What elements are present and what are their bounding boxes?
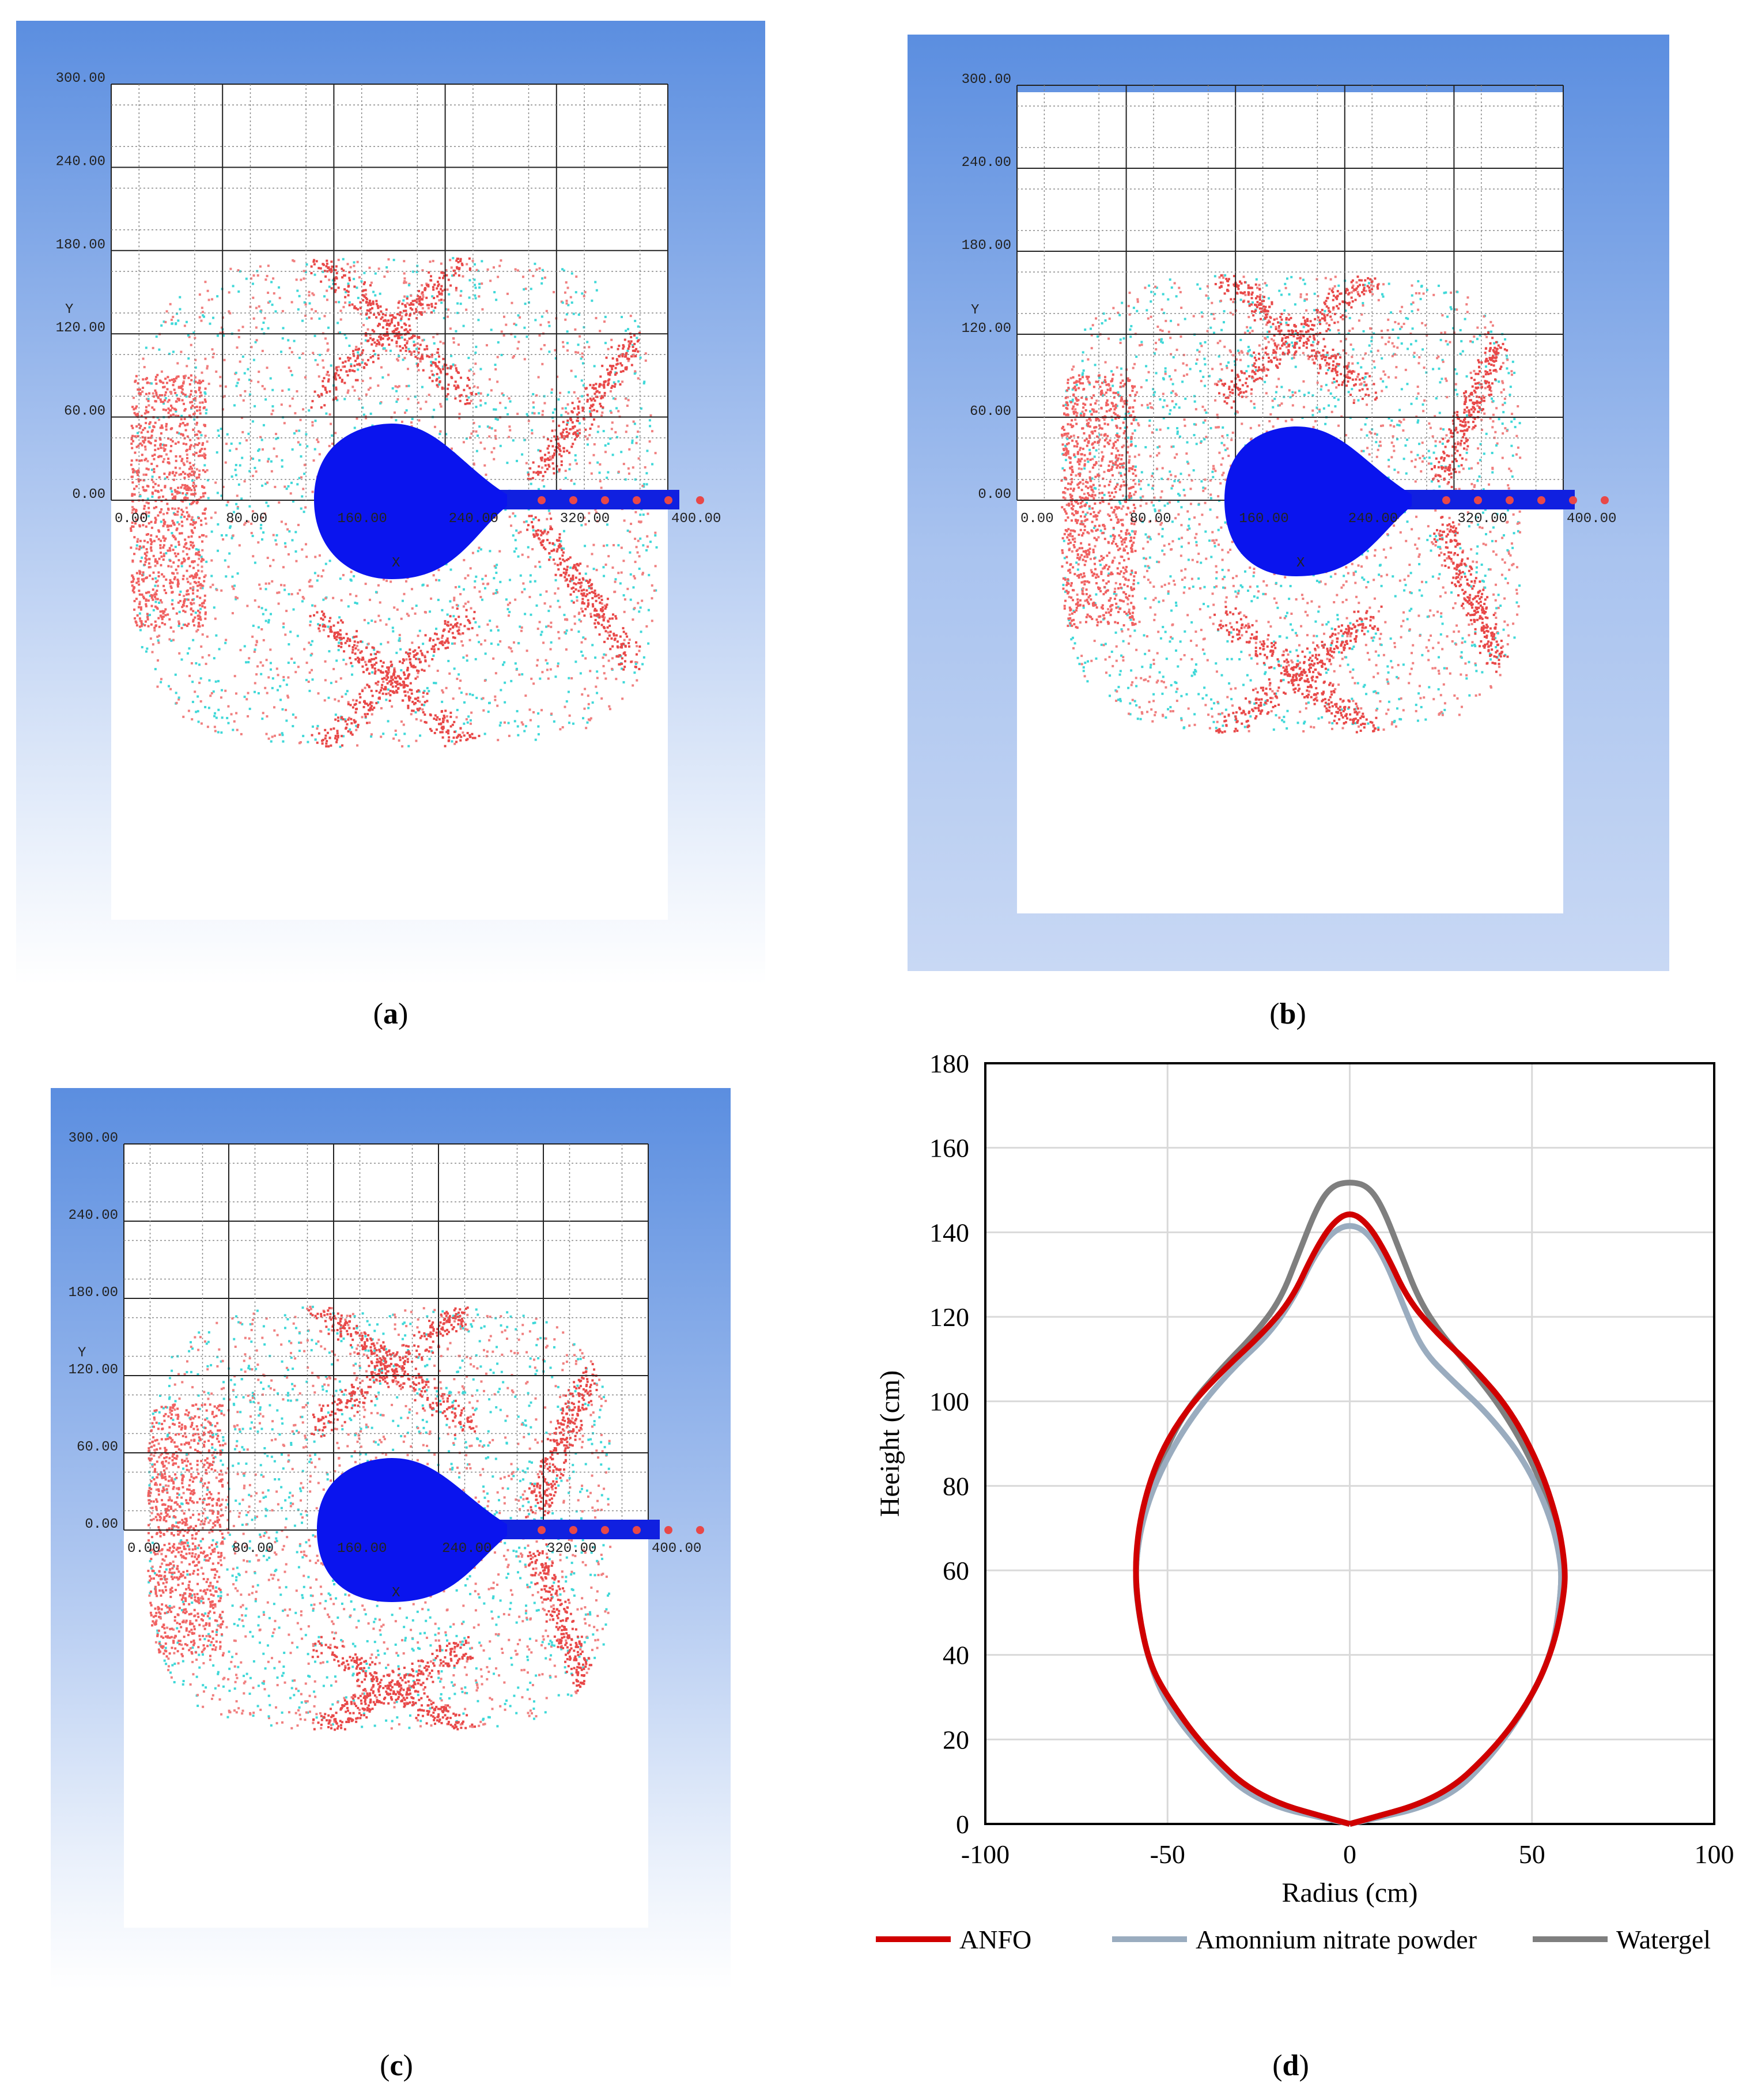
sim-xtick-a: 160.00 xyxy=(337,511,387,527)
y-tick-label: 80 xyxy=(943,1471,969,1501)
sim-ylabel-c: Y xyxy=(78,1346,86,1361)
damage-zone-b xyxy=(1060,274,1522,734)
sim-panel-b: 300.00 240.00 180.00 120.00 60.00 0.00 0.00 80.… xyxy=(962,72,1616,734)
legend-label: Amonnium nitrate powder xyxy=(1196,1925,1477,1954)
sim-ytick-c: 60.00 xyxy=(77,1440,118,1455)
sim-xtick-a: 0.00 xyxy=(115,511,148,527)
y-tick-label: 0 xyxy=(956,1810,969,1839)
series-line-watergel xyxy=(1133,1180,1564,1827)
sim-ytick-a: 240.00 xyxy=(56,154,105,169)
y-tick-label: 160 xyxy=(929,1134,969,1163)
sim-ytick-c: 120.00 xyxy=(69,1362,118,1378)
y-axis-label: Heeight (cm) xyxy=(875,1370,905,1517)
sim-ytick-a: 60.00 xyxy=(64,404,105,420)
sim-grid-a xyxy=(111,84,668,501)
sim-xtick-b: 80.00 xyxy=(1130,511,1171,527)
sim-xtick-b: 0.00 xyxy=(1020,511,1054,527)
sim-ytick-a: 300.00 xyxy=(56,71,105,86)
damage-zone-a xyxy=(130,256,659,748)
sim-ytick-b: 60.00 xyxy=(970,404,1011,420)
series-line-anfo xyxy=(1133,1211,1568,1827)
sim-xtick-a: 400.00 xyxy=(671,511,721,527)
nozzle-strip-a xyxy=(496,490,679,509)
nozzle-strip-c xyxy=(496,1520,660,1539)
cavity-blob-b xyxy=(1224,426,1412,576)
sim-ytick-b: 180.00 xyxy=(962,238,1011,254)
sim-xtick-c: 0.00 xyxy=(127,1541,161,1557)
sim-xtick-a: 80.00 xyxy=(226,511,267,527)
panel-label-c: (c) xyxy=(380,2049,413,2082)
sim-ytick-b: 120.00 xyxy=(962,321,1011,337)
panel-label-a: (a) xyxy=(373,998,409,1030)
y-tick-label: 40 xyxy=(943,1641,969,1670)
sim-ytick-b: 240.00 xyxy=(962,155,1011,171)
sim-xtick-b: 160.00 xyxy=(1239,511,1288,527)
cavity-blob-a xyxy=(314,424,507,579)
damage-zone-c xyxy=(147,1305,612,1731)
nozzle-strip-b xyxy=(1400,490,1575,509)
sim-ytick-a: 120.00 xyxy=(56,320,105,336)
x-tick-label: 100 xyxy=(1695,1840,1734,1869)
x-tick-label: -50 xyxy=(1150,1840,1185,1869)
sim-xtick-b: 240.00 xyxy=(1348,511,1398,527)
cavity-blob-c xyxy=(317,1458,507,1602)
y-tick-label: 120 xyxy=(929,1302,969,1332)
x-tick-label: -100 xyxy=(961,1840,1010,1869)
x-tick-label: 50 xyxy=(1519,1840,1545,1869)
panel-label-b: (b) xyxy=(1269,998,1306,1030)
series-line-amonnium-nitrate-powder xyxy=(1133,1223,1564,1827)
sim-ytick-a: 0.00 xyxy=(72,487,105,503)
y-tick-label: 180 xyxy=(929,1049,969,1078)
sim-ylabel-b: Y xyxy=(971,303,979,318)
y-tick-label: 140 xyxy=(929,1218,969,1247)
sim-xtick-b: 400.00 xyxy=(1567,511,1616,527)
legend-label: Watergel xyxy=(1616,1925,1711,1954)
sim-xlabel-b: X xyxy=(1296,556,1305,571)
sim-xtick-b: 320.00 xyxy=(1457,511,1507,527)
sim-ytick-c: 240.00 xyxy=(69,1208,118,1223)
sim-xtick-c: 240.00 xyxy=(442,1541,492,1557)
sim-xtick-c: 80.00 xyxy=(232,1541,274,1557)
sim-xlabel-a: X xyxy=(392,556,400,571)
y-tick-label: 60 xyxy=(943,1556,969,1585)
sim-panel-a: 300.00 240.00 180.00 120.00 60.00 0.00 0.00 80.… xyxy=(56,71,721,748)
sim-xtick-c: 400.00 xyxy=(652,1541,701,1557)
x-tick-label: 0 xyxy=(1343,1840,1356,1869)
y-tick-label: 100 xyxy=(929,1387,969,1417)
y-tick-label: 20 xyxy=(943,1725,969,1754)
sim-xtick-c: 160.00 xyxy=(337,1541,387,1557)
sim-xtick-a: 320.00 xyxy=(560,511,610,527)
legend-label: ANFO xyxy=(959,1925,1031,1954)
sim-grid-c xyxy=(123,1143,649,1531)
sim-xtick-c: 320.00 xyxy=(547,1541,596,1557)
sim-ytick-c: 300.00 xyxy=(69,1131,118,1146)
sim-xtick-a: 240.00 xyxy=(449,511,498,527)
sim-ytick-b: 0.00 xyxy=(978,487,1011,503)
panel-label-d: (d) xyxy=(1272,2049,1309,2082)
sim-ytick-a: 180.00 xyxy=(56,237,105,253)
sim-ytick-c: 0.00 xyxy=(85,1517,118,1532)
x-axis-label: Radius (cm) xyxy=(1282,1878,1418,1908)
sim-xlabel-c: X xyxy=(392,1585,400,1601)
sim-ytick-b: 300.00 xyxy=(962,72,1011,88)
sim-ytick-c: 180.00 xyxy=(69,1285,118,1301)
sim-grid-b xyxy=(1016,85,1564,501)
sim-panel-c: 300.00 240.00 180.00 120.00 60.00 0.00 0.00 80.… xyxy=(69,1131,704,1731)
sim-ylabel-a: Y xyxy=(65,302,73,318)
